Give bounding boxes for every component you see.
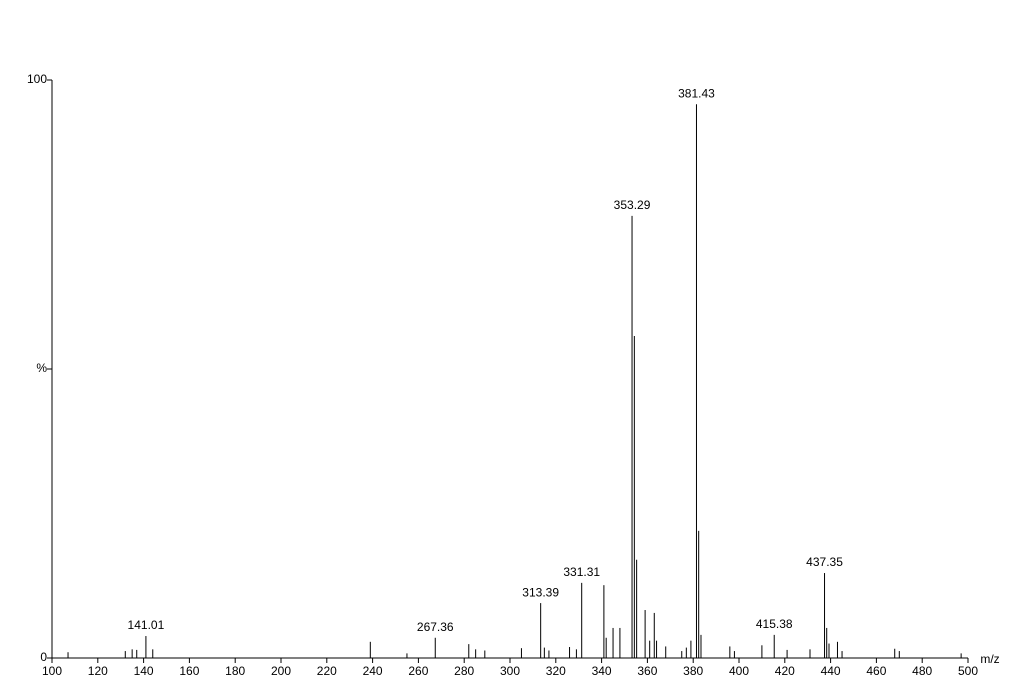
x-tick-label: 460 (866, 664, 886, 678)
x-tick-label: 380 (683, 664, 703, 678)
x-tick-label: 200 (271, 664, 291, 678)
x-tick-label: 160 (179, 664, 199, 678)
peak-label: 313.39 (522, 585, 559, 599)
peak-label: 437.35 (806, 555, 843, 569)
peak-label: 381.43 (678, 86, 715, 100)
peak-label: 141.01 (128, 618, 165, 632)
peak-label: 331.31 (563, 565, 600, 579)
x-tick-label: 260 (408, 664, 428, 678)
peak-label: 415.38 (756, 617, 793, 631)
x-tick-label: 400 (729, 664, 749, 678)
x-tick-label: 220 (317, 664, 337, 678)
x-tick-label: 360 (637, 664, 657, 678)
x-tick-label: 320 (546, 664, 566, 678)
x-tick-label: 500 (958, 664, 978, 678)
x-axis-label: m/z (980, 652, 999, 666)
x-tick-label: 140 (134, 664, 154, 678)
peak-label: 353.29 (614, 198, 651, 212)
x-tick-label: 340 (592, 664, 612, 678)
x-tick-label: 100 (42, 664, 62, 678)
y-tick-label: % (36, 361, 47, 375)
x-tick-label: 240 (363, 664, 383, 678)
x-tick-label: 300 (500, 664, 520, 678)
y-tick-label: 100 (27, 72, 47, 86)
x-tick-label: 180 (225, 664, 245, 678)
x-tick-label: 440 (821, 664, 841, 678)
peak-label: 267.36 (417, 620, 454, 634)
x-tick-label: 420 (775, 664, 795, 678)
x-tick-label: 480 (912, 664, 932, 678)
x-tick-label: 280 (454, 664, 474, 678)
y-tick-label: 0 (40, 650, 47, 664)
x-tick-label: 120 (88, 664, 108, 678)
